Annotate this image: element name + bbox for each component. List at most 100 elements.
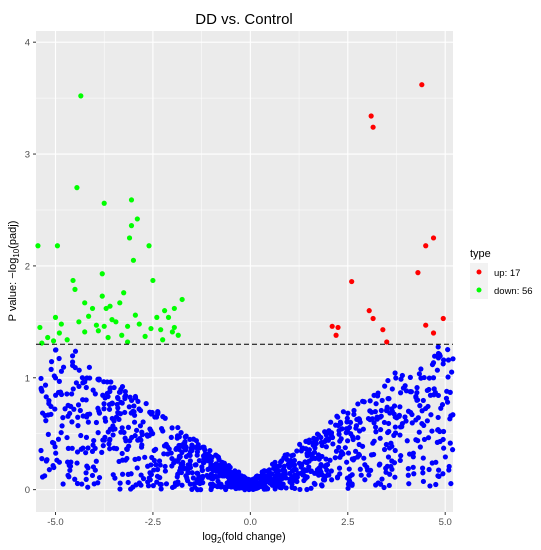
point-nonsig <box>304 486 310 493</box>
point-nonsig <box>157 475 163 481</box>
point-nonsig <box>345 410 351 416</box>
point-nonsig <box>425 435 432 441</box>
point-nonsig <box>162 415 168 421</box>
point-nonsig <box>342 445 348 451</box>
point-nonsig <box>50 463 56 469</box>
point-nonsig <box>231 478 237 484</box>
point-nonsig <box>365 415 372 422</box>
point-nonsig <box>76 383 82 389</box>
point-nonsig <box>333 448 340 454</box>
point-nonsig <box>394 415 400 421</box>
point-nonsig <box>398 453 404 459</box>
point-nonsig <box>371 420 377 426</box>
point-nonsig <box>110 432 116 438</box>
point-nonsig <box>151 457 157 464</box>
point-nonsig <box>379 397 385 404</box>
point-nonsig <box>328 468 334 474</box>
point-nonsig <box>343 426 349 432</box>
point-nonsig <box>266 467 272 473</box>
point-down <box>103 305 109 312</box>
point-nonsig <box>169 455 175 462</box>
point-nonsig <box>39 456 45 462</box>
point-nonsig <box>402 414 408 420</box>
point-nonsig <box>291 477 297 483</box>
point-nonsig <box>67 467 73 473</box>
point-nonsig <box>386 428 392 435</box>
point-nonsig <box>150 431 156 437</box>
point-nonsig <box>408 389 415 395</box>
point-nonsig <box>83 470 89 476</box>
point-nonsig <box>440 357 447 363</box>
point-nonsig <box>430 375 437 381</box>
point-nonsig <box>410 454 416 460</box>
point-nonsig <box>344 459 350 465</box>
point-nonsig <box>420 470 426 476</box>
point-nonsig <box>46 400 52 407</box>
point-nonsig <box>72 348 79 354</box>
point-nonsig <box>197 480 203 487</box>
point-nonsig <box>317 464 324 470</box>
point-nonsig <box>427 483 433 489</box>
point-nonsig <box>92 467 98 473</box>
point-down <box>117 300 123 306</box>
point-down <box>128 223 135 229</box>
point-nonsig <box>319 440 325 446</box>
point-nonsig <box>324 467 330 473</box>
point-nonsig <box>364 467 371 473</box>
point-nonsig <box>260 480 266 487</box>
point-down <box>121 290 127 296</box>
point-nonsig <box>397 457 403 464</box>
point-down <box>165 314 172 320</box>
point-nonsig <box>209 484 215 491</box>
point-nonsig <box>178 430 184 436</box>
point-nonsig <box>43 394 49 400</box>
point-nonsig <box>403 388 410 394</box>
point-nonsig <box>157 462 163 468</box>
point-nonsig <box>398 376 404 382</box>
point-nonsig <box>328 419 334 425</box>
point-nonsig <box>77 407 83 414</box>
point-down <box>124 339 131 345</box>
point-nonsig <box>411 471 417 477</box>
point-nonsig <box>420 397 426 404</box>
point-down <box>148 325 154 332</box>
point-nonsig <box>60 481 66 487</box>
point-nonsig <box>445 357 452 363</box>
point-nonsig <box>330 441 336 447</box>
point-nonsig <box>268 476 274 482</box>
point-nonsig <box>327 457 333 463</box>
point-nonsig <box>423 405 429 412</box>
point-nonsig <box>413 393 419 400</box>
point-nonsig <box>436 467 442 473</box>
point-nonsig <box>215 478 221 484</box>
point-nonsig <box>39 474 46 480</box>
point-nonsig <box>350 436 356 443</box>
point-nonsig <box>155 408 161 415</box>
point-nonsig <box>253 482 259 489</box>
point-nonsig <box>80 413 86 419</box>
point-nonsig <box>445 374 451 380</box>
point-down <box>64 337 70 343</box>
point-down <box>113 319 119 325</box>
point-nonsig <box>58 391 65 398</box>
point-down <box>82 300 88 306</box>
point-nonsig <box>107 446 113 452</box>
point-nonsig <box>311 480 317 486</box>
point-nonsig <box>101 437 107 443</box>
point-nonsig <box>85 445 91 451</box>
point-nonsig <box>446 463 452 470</box>
point-nonsig <box>126 404 132 410</box>
point-nonsig <box>440 436 446 443</box>
point-nonsig <box>183 444 189 450</box>
point-nonsig <box>304 474 310 480</box>
point-nonsig <box>273 483 280 489</box>
point-down <box>78 93 84 99</box>
point-nonsig <box>343 430 349 436</box>
point-nonsig <box>123 438 129 444</box>
point-nonsig <box>389 386 395 392</box>
point-nonsig <box>153 414 160 420</box>
point-nonsig <box>301 477 307 484</box>
point-down <box>107 303 113 309</box>
point-nonsig <box>374 416 380 422</box>
point-down <box>130 257 137 263</box>
